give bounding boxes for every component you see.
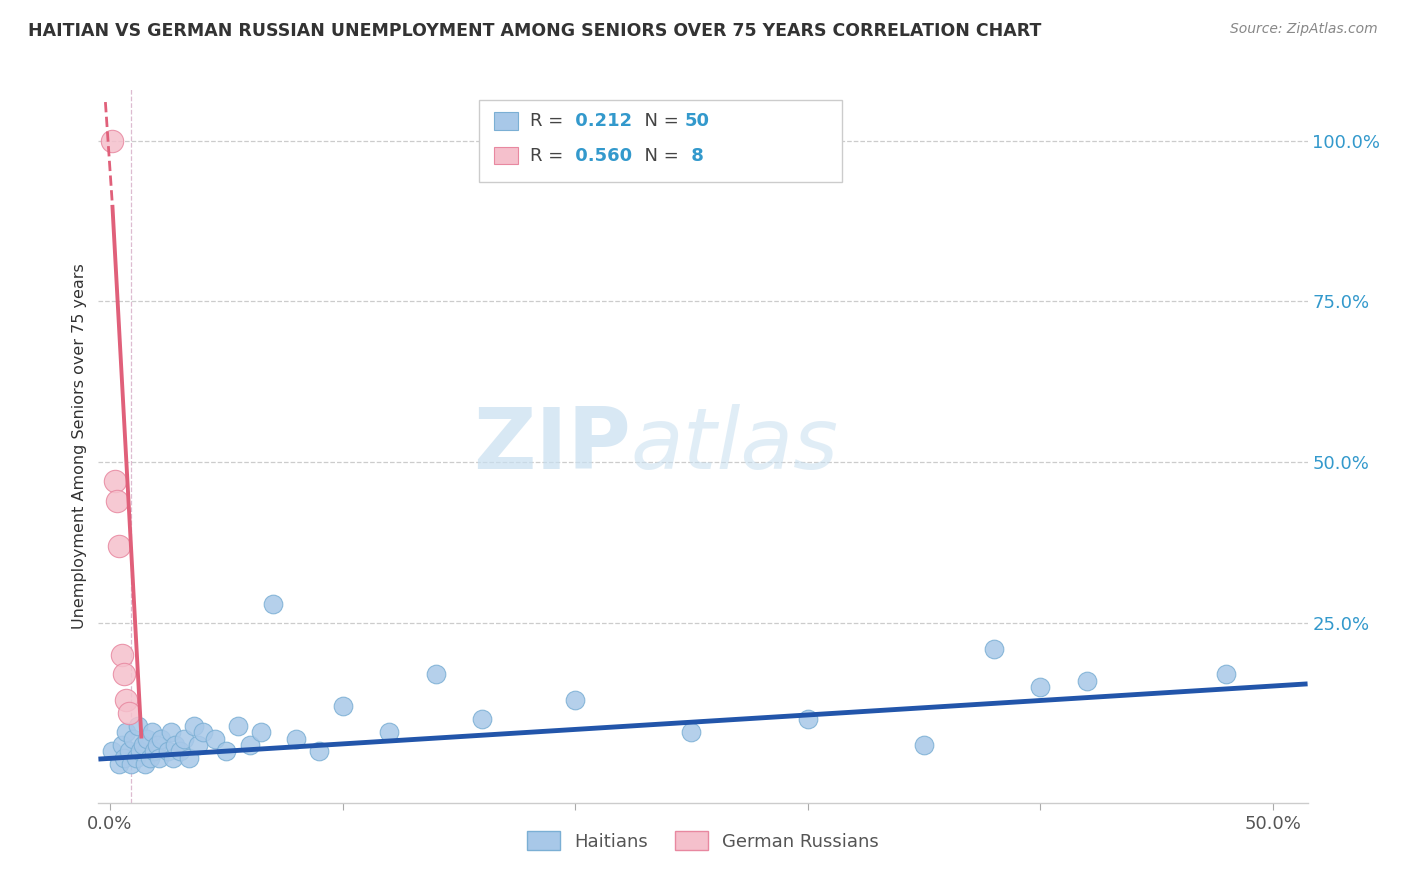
- Point: [134, 757, 156, 772]
- Point: [1215, 667, 1237, 681]
- Point: [101, 744, 124, 758]
- Text: R =: R =: [530, 146, 569, 164]
- Point: [129, 744, 152, 758]
- Point: [111, 648, 134, 662]
- Text: N =: N =: [633, 112, 685, 130]
- Point: [111, 738, 134, 752]
- Point: [332, 699, 354, 714]
- Point: [169, 744, 191, 758]
- Point: [112, 667, 135, 681]
- Point: [108, 539, 131, 553]
- Point: [148, 751, 170, 765]
- Point: [471, 712, 494, 726]
- Y-axis label: Unemployment Among Seniors over 75 years: Unemployment Among Seniors over 75 years: [72, 263, 87, 629]
- Point: [104, 475, 127, 489]
- Text: ZIP: ZIP: [472, 404, 630, 488]
- Point: [796, 712, 818, 726]
- Point: [159, 725, 181, 739]
- Point: [124, 751, 146, 765]
- FancyBboxPatch shape: [494, 112, 517, 130]
- Text: 0.212: 0.212: [569, 112, 631, 130]
- Point: [101, 134, 124, 148]
- Point: [912, 738, 935, 752]
- Point: [378, 725, 401, 739]
- Point: [122, 731, 145, 746]
- Point: [250, 725, 273, 739]
- Point: [138, 751, 160, 765]
- Text: HAITIAN VS GERMAN RUSSIAN UNEMPLOYMENT AMONG SENIORS OVER 75 YEARS CORRELATION C: HAITIAN VS GERMAN RUSSIAN UNEMPLOYMENT A…: [28, 22, 1042, 40]
- Point: [183, 719, 205, 733]
- Text: Source: ZipAtlas.com: Source: ZipAtlas.com: [1230, 22, 1378, 37]
- Point: [136, 731, 159, 746]
- Point: [118, 744, 141, 758]
- Point: [681, 725, 703, 739]
- Point: [204, 731, 226, 746]
- Point: [285, 731, 308, 746]
- Point: [239, 738, 262, 752]
- Point: [1029, 680, 1052, 694]
- Point: [115, 693, 138, 707]
- Point: [425, 667, 447, 681]
- Point: [173, 731, 195, 746]
- Point: [157, 744, 180, 758]
- Point: [564, 693, 586, 707]
- FancyBboxPatch shape: [494, 146, 517, 164]
- Point: [165, 738, 187, 752]
- Point: [131, 738, 153, 752]
- Point: [191, 725, 214, 739]
- Point: [1076, 673, 1098, 688]
- Point: [187, 738, 209, 752]
- Text: atlas: atlas: [630, 404, 838, 488]
- Point: [127, 719, 149, 733]
- Text: 0.560: 0.560: [569, 146, 631, 164]
- Point: [145, 738, 167, 752]
- Point: [118, 706, 141, 720]
- Point: [143, 744, 166, 758]
- Point: [112, 751, 135, 765]
- Point: [226, 719, 249, 733]
- Point: [115, 725, 138, 739]
- Point: [150, 731, 173, 746]
- Legend: Haitians, German Russians: Haitians, German Russians: [520, 824, 886, 858]
- Text: R =: R =: [530, 112, 569, 130]
- Text: 50: 50: [685, 112, 710, 130]
- Point: [120, 757, 142, 772]
- Text: 8: 8: [685, 146, 704, 164]
- Point: [141, 725, 163, 739]
- Point: [215, 744, 238, 758]
- Point: [308, 744, 330, 758]
- FancyBboxPatch shape: [479, 100, 842, 182]
- Text: N =: N =: [633, 146, 685, 164]
- Point: [108, 757, 131, 772]
- Point: [262, 597, 284, 611]
- Point: [105, 493, 128, 508]
- Point: [162, 751, 184, 765]
- Point: [179, 751, 201, 765]
- Point: [983, 641, 1005, 656]
